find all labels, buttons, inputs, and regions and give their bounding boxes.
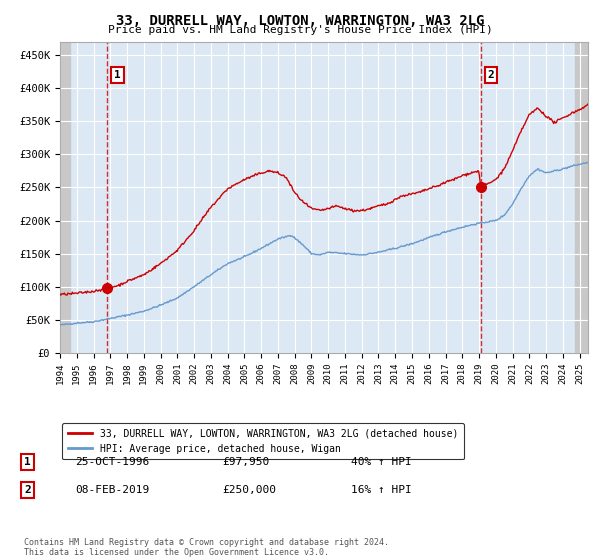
Text: 25-OCT-1996: 25-OCT-1996 xyxy=(75,457,149,467)
Text: 40% ↑ HPI: 40% ↑ HPI xyxy=(351,457,412,467)
Text: Contains HM Land Registry data © Crown copyright and database right 2024.
This d: Contains HM Land Registry data © Crown c… xyxy=(24,538,389,557)
Text: 16% ↑ HPI: 16% ↑ HPI xyxy=(351,485,412,495)
Text: 2: 2 xyxy=(487,70,494,80)
Text: Price paid vs. HM Land Registry's House Price Index (HPI): Price paid vs. HM Land Registry's House … xyxy=(107,25,493,35)
Bar xyxy=(575,42,588,353)
Text: £97,950: £97,950 xyxy=(222,457,269,467)
Text: £250,000: £250,000 xyxy=(222,485,276,495)
Bar xyxy=(60,42,70,353)
Text: 1: 1 xyxy=(114,70,121,80)
Text: 2: 2 xyxy=(24,485,31,495)
Legend: 33, DURRELL WAY, LOWTON, WARRINGTON, WA3 2LG (detached house), HPI: Average pric: 33, DURRELL WAY, LOWTON, WARRINGTON, WA3… xyxy=(62,423,464,459)
Text: 08-FEB-2019: 08-FEB-2019 xyxy=(75,485,149,495)
Text: 33, DURRELL WAY, LOWTON, WARRINGTON, WA3 2LG: 33, DURRELL WAY, LOWTON, WARRINGTON, WA3… xyxy=(116,14,484,28)
Text: 1: 1 xyxy=(24,457,31,467)
